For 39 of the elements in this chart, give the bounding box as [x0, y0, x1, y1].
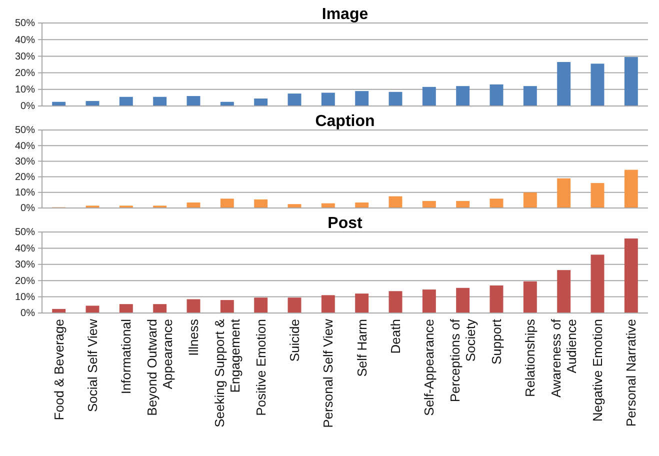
- x-tick-label: Perceptions of Society: [448, 318, 478, 402]
- y-tick-label: 40%: [14, 140, 36, 152]
- chart-title: Image: [322, 6, 368, 23]
- y-tick-label: 40%: [14, 34, 36, 46]
- y-tick-label: 30%: [14, 156, 36, 168]
- x-tick-label: Beyond Outward Appearance: [144, 319, 176, 416]
- x-tick-label: Suicide: [287, 319, 302, 362]
- y-tick-label: 30%: [14, 51, 36, 62]
- x-tick-label: Personal Narrative: [624, 319, 639, 427]
- x-tick-label: Positive Emotion: [253, 319, 268, 416]
- y-tick-label: 0%: [20, 308, 36, 320]
- chart-title: Caption: [315, 113, 375, 130]
- y-tick-label: 20%: [14, 172, 36, 183]
- x-tick-label: Personal Self View: [320, 318, 336, 428]
- x-tick-label: Social Self View: [85, 318, 100, 412]
- y-tick-label: 10%: [14, 292, 36, 303]
- x-tick-label: Support: [489, 318, 504, 365]
- x-tick-label: Illness: [186, 318, 202, 356]
- x-tick-label: Relationships: [522, 318, 538, 398]
- x-tick-label: Awareness of Audience: [548, 318, 580, 398]
- x-tick-label: Self Harm: [354, 319, 370, 377]
- x-tick-label: Self-Appearance: [422, 319, 437, 416]
- y-tick-label: 50%: [14, 125, 36, 136]
- y-tick-label: 10%: [14, 84, 36, 96]
- x-tick-label: Death: [388, 319, 404, 354]
- y-tick-label: 50%: [14, 18, 36, 30]
- y-tick-label: 10%: [14, 188, 36, 199]
- y-tick-label: 50%: [14, 227, 36, 238]
- y-tick-label: 40%: [14, 243, 36, 254]
- y-tick-label: 20%: [14, 276, 36, 287]
- x-tick-label: Negative Emotion: [590, 319, 606, 422]
- x-tick-label: Informational: [118, 318, 134, 394]
- y-tick-label: 20%: [14, 68, 36, 79]
- y-tick-label: 0%: [20, 203, 36, 214]
- y-tick-label: 0%: [20, 101, 36, 112]
- chart-title: Post: [328, 215, 364, 232]
- y-tick-label: 30%: [14, 260, 36, 271]
- x-tick-label: Food & Beverage: [51, 319, 66, 420]
- x-tick-label: Seeking Support & Engagement: [212, 318, 243, 428]
